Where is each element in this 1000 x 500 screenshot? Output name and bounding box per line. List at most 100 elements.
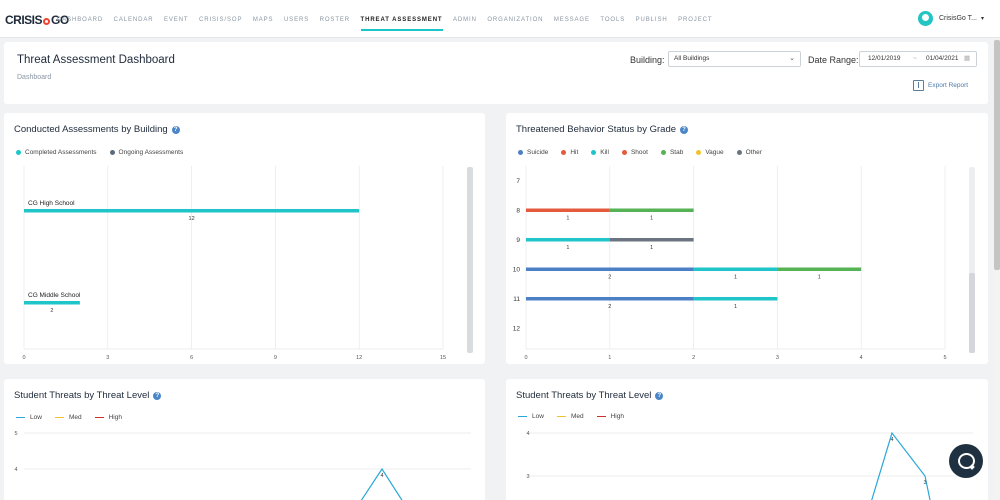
date-separator: ~: [913, 55, 917, 62]
threatened-legend-vague[interactable]: Vague: [696, 149, 724, 156]
nav-item-message[interactable]: MESSAGE: [553, 17, 590, 23]
nav-item-dashboard[interactable]: DASHBOARD: [57, 17, 104, 23]
export-report-label: Export Report: [928, 82, 969, 89]
building-select-value: All Buildings: [674, 55, 710, 62]
threatened-legend-hit[interactable]: Hit: [561, 149, 578, 156]
stacked-bar-segment: [526, 267, 694, 271]
data-label: 3: [923, 480, 926, 486]
threatened-legend-suicide[interactable]: Suicide: [518, 149, 548, 156]
crisisgo-logo[interactable]: CRISIS GO: [5, 13, 69, 27]
legend-swatch: [518, 415, 527, 418]
x-tick-label: 5: [943, 355, 946, 361]
x-tick-label: 6: [190, 355, 193, 361]
threatened-title-text: Threatened Behavior Status by Grade: [516, 124, 677, 135]
export-report-button[interactable]: Export Report: [913, 80, 968, 91]
chat-support-icon[interactable]: [949, 444, 983, 478]
y-tick-label: 4: [14, 467, 17, 473]
threat-level-right-legend: Low Med High: [518, 413, 637, 420]
stacked-bar-segment: [693, 267, 778, 271]
level-right-legend-high[interactable]: High: [596, 413, 624, 420]
legend-swatch: [16, 150, 21, 155]
category-label: CG Middle School: [28, 292, 81, 299]
conducted-chart-scrollbar[interactable]: [467, 167, 473, 353]
legend-label: Med: [68, 414, 82, 421]
threatened-legend-stab[interactable]: Stab: [660, 149, 684, 156]
threatened-legend-other[interactable]: Other: [736, 149, 762, 156]
nav-item-maps[interactable]: MAPS: [252, 17, 274, 23]
segment-value-label: 1: [566, 245, 569, 251]
category-label: CG High School: [28, 200, 75, 207]
page-scroll-thumb[interactable]: [994, 40, 1000, 270]
legend-swatch: [621, 150, 627, 155]
threat-level-right-title: Student Threats by Threat Level ?: [516, 390, 664, 401]
level-left-legend-low[interactable]: Low: [16, 414, 42, 421]
legend-label: Low: [532, 413, 544, 420]
nav-item-crisis-sop[interactable]: CRISIS/SOP: [199, 17, 243, 23]
threat-level-left-title: Student Threats by Threat Level ?: [14, 390, 162, 401]
legend-label: Kill: [600, 149, 609, 156]
nav-item-organization[interactable]: ORGANIZATION: [487, 17, 544, 23]
threatened-legend-kill[interactable]: Kill: [591, 149, 609, 156]
legend-label: Other: [745, 149, 762, 156]
y-tick-label: 4: [526, 431, 529, 437]
legend-label: Hit: [570, 149, 579, 156]
threatened-chart-scrollbar[interactable]: [969, 167, 975, 353]
y-tick-label: 5: [14, 431, 17, 437]
logo-text-right: GO: [51, 13, 69, 27]
help-icon[interactable]: ?: [655, 391, 664, 400]
x-tick-label: 0: [22, 355, 25, 361]
legend-swatch: [596, 415, 606, 418]
threat-level-left-plot: 5 4 4: [14, 431, 471, 500]
level-left-legend-med[interactable]: Med: [54, 414, 82, 421]
building-select[interactable]: All Buildings ⌄: [668, 51, 801, 67]
dashboard-header: Threat Assessment Dashboard Dashboard Bu…: [4, 42, 988, 104]
nav-item-calendar[interactable]: CALENDAR: [113, 17, 154, 23]
stacked-bar-segment: [526, 208, 610, 212]
legend-label: Stab: [669, 149, 684, 156]
nav-item-admin[interactable]: ADMIN: [453, 17, 477, 23]
x-tick-label: 4: [860, 355, 863, 361]
legend-label: Ongoing Assessments: [118, 149, 184, 156]
help-icon[interactable]: ?: [680, 125, 689, 134]
conducted-legend-ongoing-assessments[interactable]: Ongoing Assessments: [109, 149, 184, 156]
legend-swatch: [561, 150, 567, 155]
level-left-legend-high[interactable]: High: [94, 414, 122, 421]
threat-level-right-title-text: Student Threats by Threat Level: [516, 390, 652, 401]
legend-label: Low: [30, 414, 42, 421]
help-icon[interactable]: ?: [171, 125, 180, 134]
help-icon[interactable]: ?: [153, 391, 162, 400]
threatened-scroll-thumb[interactable]: [969, 273, 975, 353]
page-scrollbar[interactable]: [994, 38, 1000, 500]
legend-label: Completed Assessments: [25, 149, 97, 156]
nav-item-tools[interactable]: TOOLS: [600, 17, 626, 23]
legend-swatch: [696, 150, 702, 155]
level-right-legend-med[interactable]: Med: [556, 413, 584, 420]
date-range-label: Date Range:: [808, 55, 859, 65]
nav-item-event[interactable]: EVENT: [163, 17, 189, 23]
grade-label: 11: [513, 296, 520, 303]
nav-item-project[interactable]: PROJECT: [678, 17, 713, 23]
threatened-legend-shoot[interactable]: Shoot: [621, 149, 648, 156]
segment-value-label: 1: [650, 216, 653, 222]
user-menu[interactable]: CrisisGo T... ▾: [917, 11, 984, 26]
data-label: 4: [380, 473, 383, 479]
grade-label: 12: [513, 326, 521, 333]
nav-item-roster[interactable]: ROSTER: [319, 17, 351, 23]
legend-swatch: [54, 416, 64, 419]
logo-text-left: CRISIS: [5, 13, 43, 27]
level-right-legend-low[interactable]: Low: [518, 413, 544, 420]
stacked-bar-segment: [526, 238, 610, 242]
breadcrumb[interactable]: Dashboard: [17, 74, 52, 81]
threat-level-card-right: Student Threats by Threat Level ? Low Med…: [506, 379, 988, 500]
conducted-legend-completed-assessments[interactable]: Completed Assessments: [16, 149, 97, 156]
x-tick-label: 9: [274, 355, 277, 361]
x-tick-label: 0: [524, 355, 527, 361]
nav-item-users[interactable]: USERS: [283, 17, 310, 23]
nav-item-publish[interactable]: PUBLISH: [635, 17, 668, 23]
grade-label: 7: [516, 178, 520, 185]
date-range-picker[interactable]: 12/01/2019 ~ 01/04/2021 ▦: [859, 51, 977, 67]
segment-value-label: 2: [608, 304, 611, 310]
x-tick-label: 15: [440, 355, 446, 361]
nav-item-threat-assessment[interactable]: THREAT ASSESSMENT: [360, 0, 443, 31]
